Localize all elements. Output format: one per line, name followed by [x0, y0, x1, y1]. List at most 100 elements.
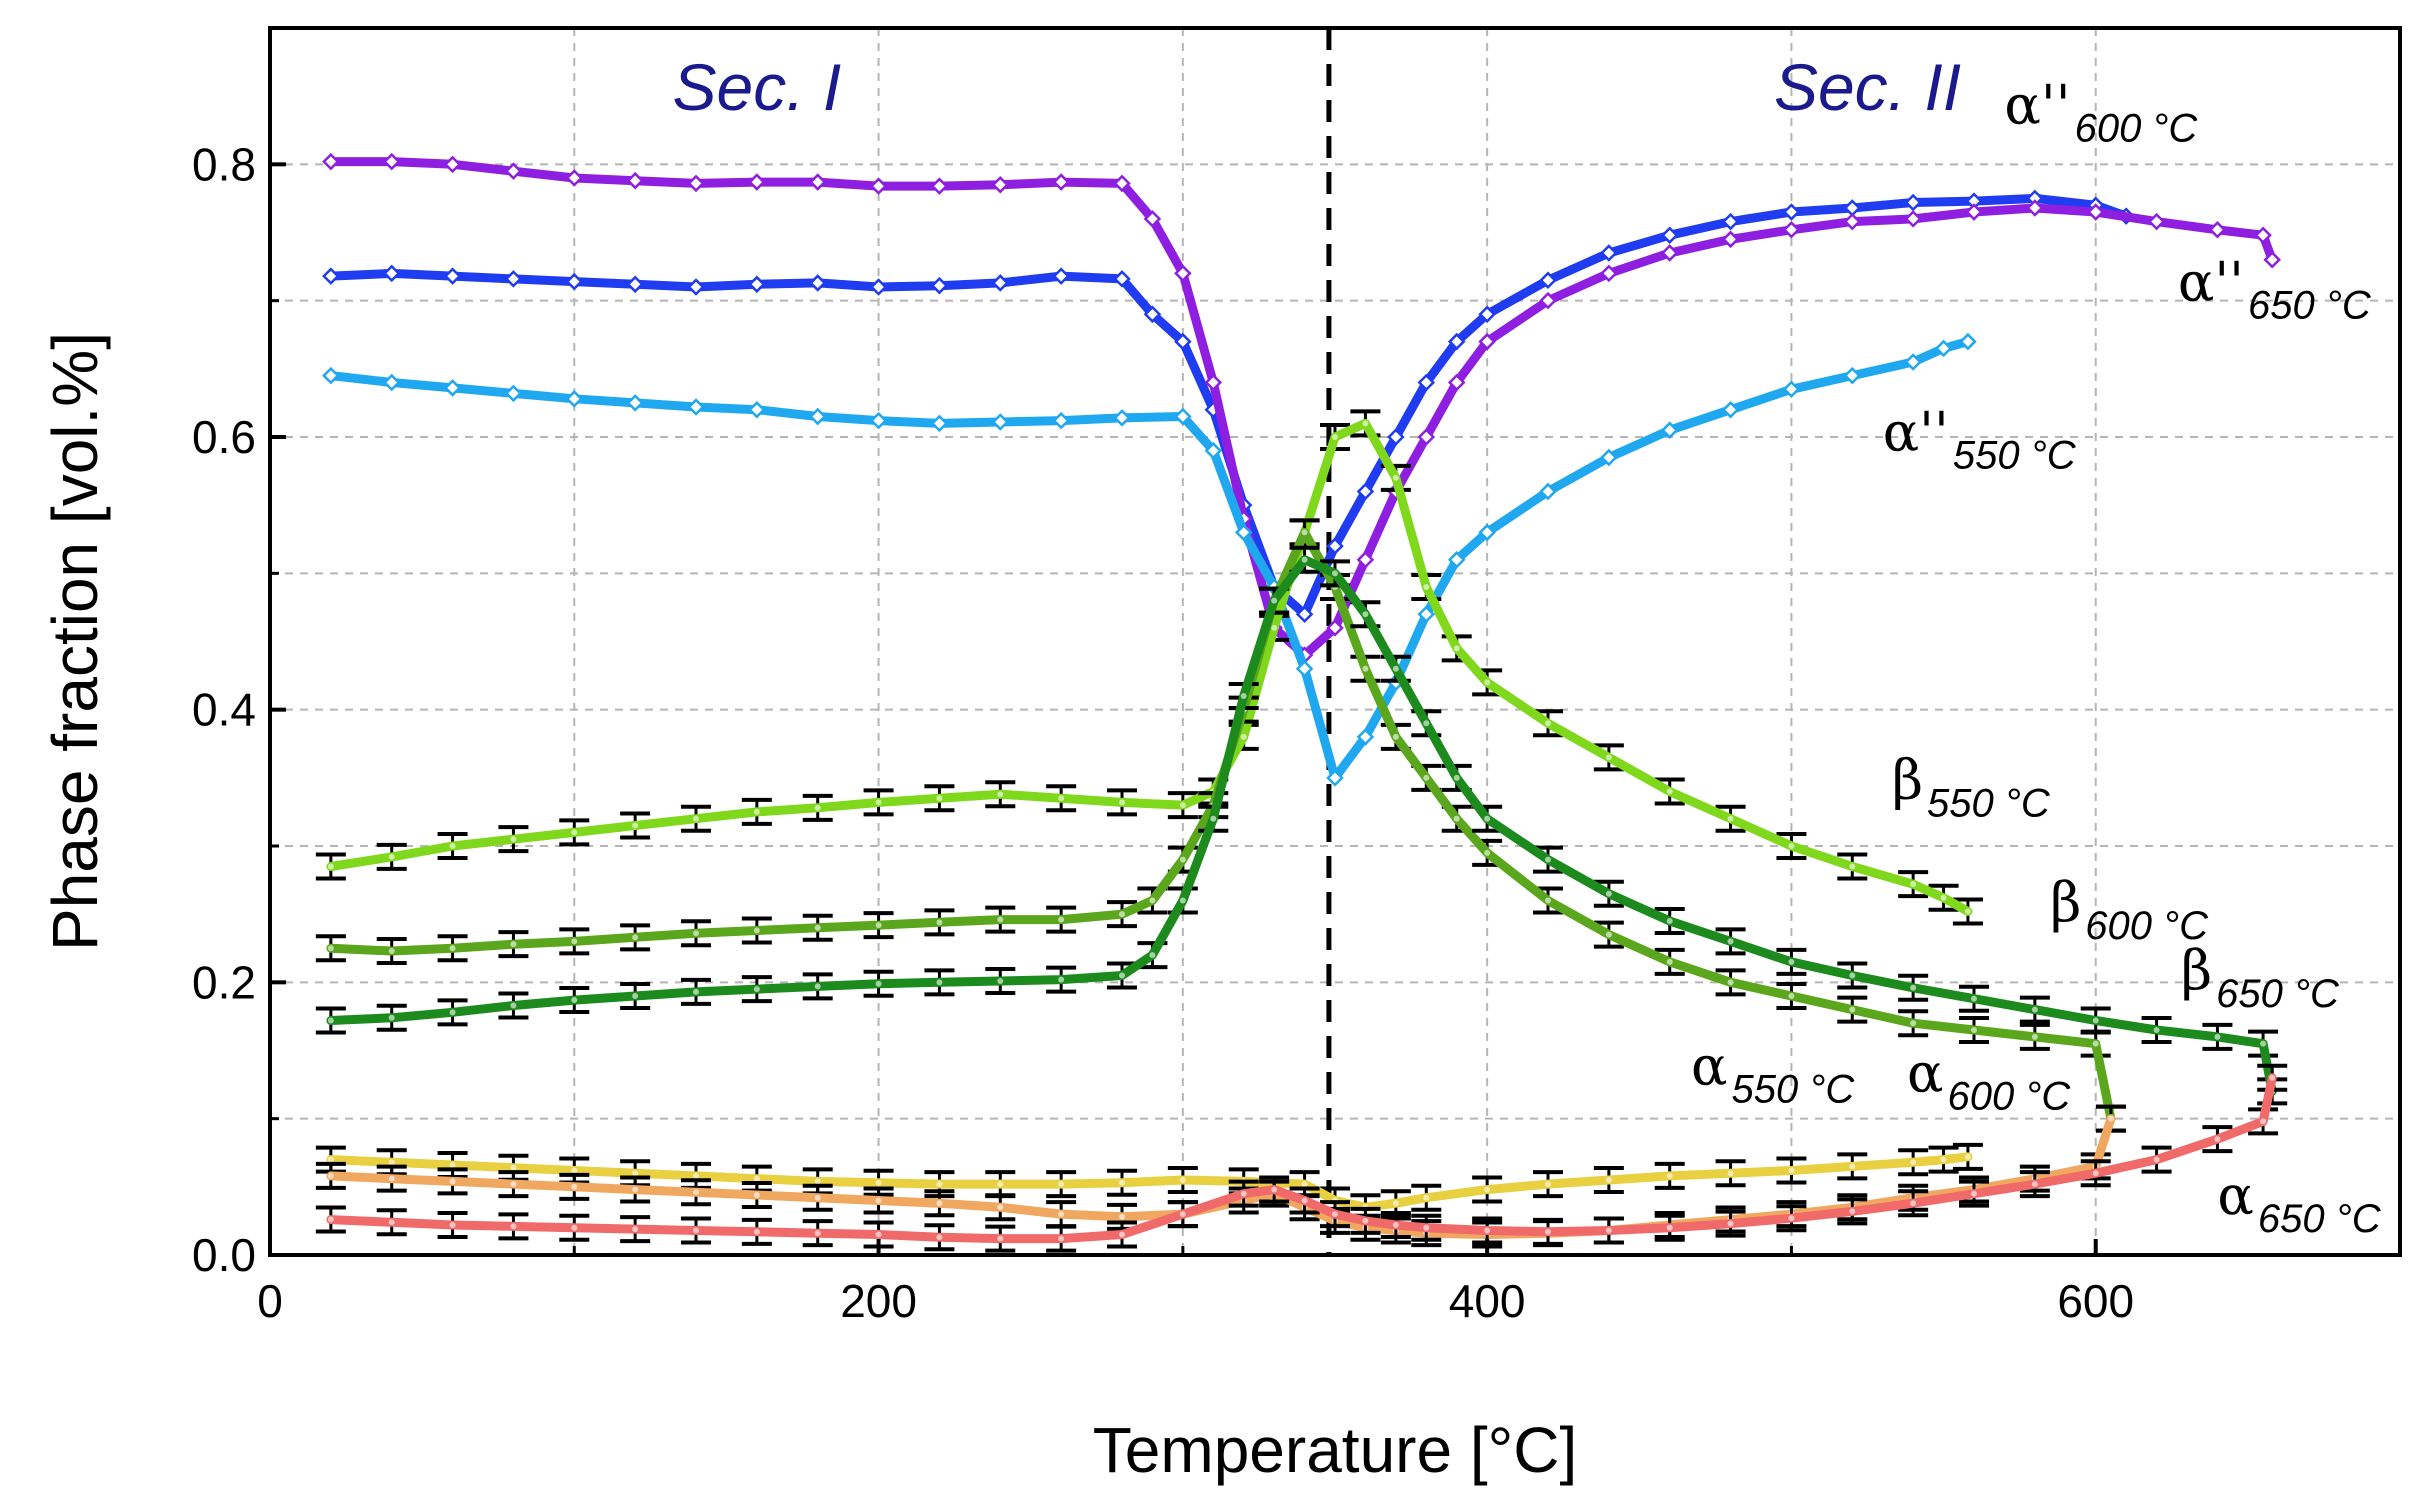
data-point	[1843, 212, 1862, 231]
data-point	[1204, 373, 1223, 392]
data-point	[753, 1228, 760, 1235]
data-point	[875, 1179, 882, 1186]
data-point	[687, 278, 705, 296]
data-point	[1484, 1227, 1491, 1234]
data-point	[1539, 271, 1557, 289]
data-point	[322, 366, 340, 385]
data-point	[443, 267, 462, 285]
data-point	[1727, 815, 1734, 822]
data-point	[1539, 482, 1557, 501]
data-point	[626, 394, 644, 412]
data-point	[869, 177, 888, 195]
data-point	[930, 414, 949, 433]
data-point	[814, 804, 821, 811]
data-point	[1484, 815, 1491, 822]
data-point	[1179, 1177, 1186, 1184]
data-point	[2260, 1040, 2267, 1047]
data-point	[869, 411, 888, 430]
data-point	[875, 799, 882, 806]
data-point	[693, 815, 699, 822]
data-point	[693, 1227, 699, 1234]
data-point	[388, 947, 395, 954]
data-point	[1119, 1231, 1125, 1238]
series-5	[315, 545, 2288, 1106]
data-point	[504, 162, 523, 180]
data-point	[1058, 1235, 1065, 1242]
data-point	[327, 1216, 334, 1223]
data-point	[1545, 1181, 1551, 1188]
data-point	[510, 1164, 517, 1171]
data-point	[1600, 448, 1618, 467]
data-point	[1666, 1224, 1673, 1231]
data-point	[1119, 1179, 1125, 1186]
data-point	[1843, 366, 1862, 385]
series-line	[326, 555, 2277, 1096]
data-point	[814, 1194, 821, 1201]
data-point	[1849, 1208, 1856, 1215]
data-point	[1660, 421, 1679, 439]
data-point	[2254, 226, 2272, 244]
data-point	[814, 1178, 821, 1185]
data-point	[626, 171, 644, 190]
data-point	[753, 1192, 760, 1199]
data-point	[1788, 958, 1795, 965]
data-point	[1417, 605, 1436, 624]
y-tick-label: 0.0	[192, 1229, 256, 1281]
data-point	[510, 1181, 517, 1188]
data-point	[327, 1017, 334, 1024]
data-point	[2214, 1136, 2221, 1143]
data-point	[1271, 624, 1278, 631]
x-tick-label: 400	[1449, 1275, 1526, 1327]
data-point	[1782, 380, 1801, 399]
data-point	[1447, 373, 1466, 392]
data-point	[1332, 434, 1338, 440]
series-label: β 600 °C	[2050, 871, 2209, 948]
data-point	[1849, 863, 1856, 870]
data-point	[997, 791, 1004, 798]
data-point	[1362, 1217, 1369, 1224]
data-point	[1356, 728, 1375, 746]
data-point	[327, 863, 334, 870]
data-point	[808, 407, 827, 426]
data-point	[1964, 908, 1971, 915]
data-point	[632, 1186, 639, 1193]
data-point	[1362, 665, 1369, 672]
data-point	[443, 155, 462, 174]
data-point	[449, 1009, 456, 1016]
data-point	[632, 934, 639, 941]
data-point	[1904, 353, 1922, 371]
data-point	[1240, 1190, 1247, 1197]
data-point	[1721, 212, 1740, 231]
series-4	[315, 518, 2126, 1133]
data-point	[1940, 1156, 1947, 1163]
data-point	[1605, 754, 1612, 761]
data-point	[1721, 230, 1740, 249]
series-label: α 600 °C	[1907, 1041, 2071, 1118]
data-point	[1660, 226, 1679, 244]
data-point	[1240, 733, 1247, 740]
section-label: Sec. II	[1774, 50, 1961, 124]
data-point	[1666, 1172, 1673, 1179]
data-point	[1600, 244, 1618, 262]
data-point	[382, 264, 401, 283]
data-point	[1910, 1200, 1917, 1207]
data-point	[1326, 769, 1344, 787]
data-point	[565, 390, 584, 408]
series-line	[326, 337, 1973, 783]
data-point	[504, 270, 523, 288]
data-point	[1484, 849, 1491, 856]
x-tick-label: 200	[840, 1275, 917, 1327]
data-point	[1660, 244, 1679, 262]
data-point	[875, 922, 882, 929]
series-line	[326, 418, 1973, 916]
data-point	[1666, 788, 1673, 795]
data-point	[1788, 1167, 1795, 1174]
data-point	[1545, 1228, 1551, 1235]
series-label: α'' 550 °C	[1883, 401, 2077, 478]
data-point	[1727, 1220, 1734, 1227]
data-point	[2031, 1181, 2038, 1188]
data-point	[936, 979, 943, 986]
data-point	[1301, 529, 1308, 536]
data-point	[1234, 523, 1253, 542]
data-point	[869, 278, 888, 296]
